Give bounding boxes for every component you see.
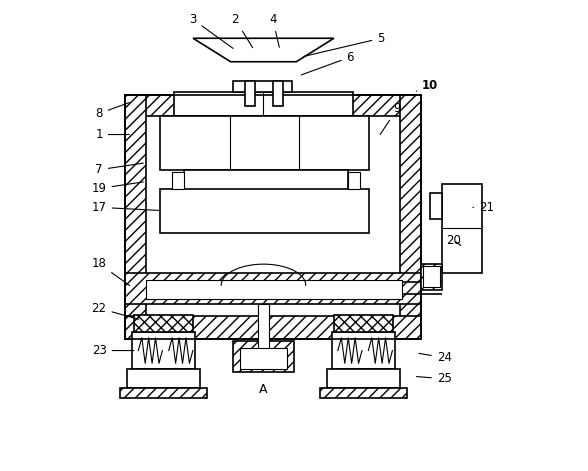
Bar bbox=[245, 81, 255, 106]
Text: 18: 18 bbox=[92, 257, 130, 285]
Bar bbox=[146, 280, 402, 299]
Bar bbox=[125, 316, 421, 339]
Bar bbox=[125, 95, 421, 116]
Text: 10: 10 bbox=[416, 79, 438, 92]
Bar bbox=[120, 388, 207, 398]
Bar bbox=[174, 92, 353, 116]
Bar bbox=[125, 95, 421, 339]
Bar bbox=[240, 348, 287, 369]
Text: 7: 7 bbox=[95, 163, 143, 176]
Bar bbox=[125, 95, 146, 339]
Text: 9: 9 bbox=[380, 102, 401, 135]
Text: 2: 2 bbox=[232, 13, 253, 48]
Bar bbox=[273, 81, 283, 106]
Text: 4: 4 bbox=[269, 13, 279, 47]
Bar bbox=[400, 95, 421, 339]
Text: 20: 20 bbox=[446, 234, 461, 247]
Bar bbox=[334, 315, 393, 332]
Bar bbox=[423, 266, 440, 287]
Bar bbox=[320, 388, 407, 398]
Text: A: A bbox=[259, 383, 268, 397]
Text: 23: 23 bbox=[92, 344, 134, 357]
Polygon shape bbox=[193, 38, 334, 62]
Bar bbox=[172, 172, 183, 189]
Text: 3: 3 bbox=[189, 13, 233, 49]
Bar bbox=[442, 184, 482, 273]
Text: 24: 24 bbox=[419, 351, 452, 364]
Text: 8: 8 bbox=[95, 103, 129, 120]
Bar bbox=[127, 369, 200, 388]
Text: 22: 22 bbox=[92, 302, 139, 319]
Text: 1: 1 bbox=[95, 128, 129, 141]
Text: 5: 5 bbox=[304, 32, 385, 57]
Bar bbox=[160, 188, 369, 233]
Text: 6: 6 bbox=[301, 50, 354, 75]
Bar bbox=[258, 304, 269, 350]
Bar bbox=[125, 273, 421, 304]
Bar bbox=[134, 315, 193, 332]
Bar bbox=[332, 332, 395, 369]
Bar bbox=[430, 193, 442, 219]
Text: 19: 19 bbox=[92, 182, 143, 195]
Bar bbox=[233, 81, 292, 92]
Bar bbox=[421, 264, 442, 290]
Bar bbox=[327, 369, 400, 388]
Bar bbox=[348, 172, 360, 189]
Text: 17: 17 bbox=[92, 201, 160, 214]
Text: 21: 21 bbox=[473, 201, 494, 214]
Bar bbox=[183, 170, 348, 191]
Bar bbox=[132, 332, 195, 369]
Text: 25: 25 bbox=[416, 372, 452, 385]
Bar bbox=[160, 116, 369, 170]
Bar bbox=[233, 341, 294, 372]
